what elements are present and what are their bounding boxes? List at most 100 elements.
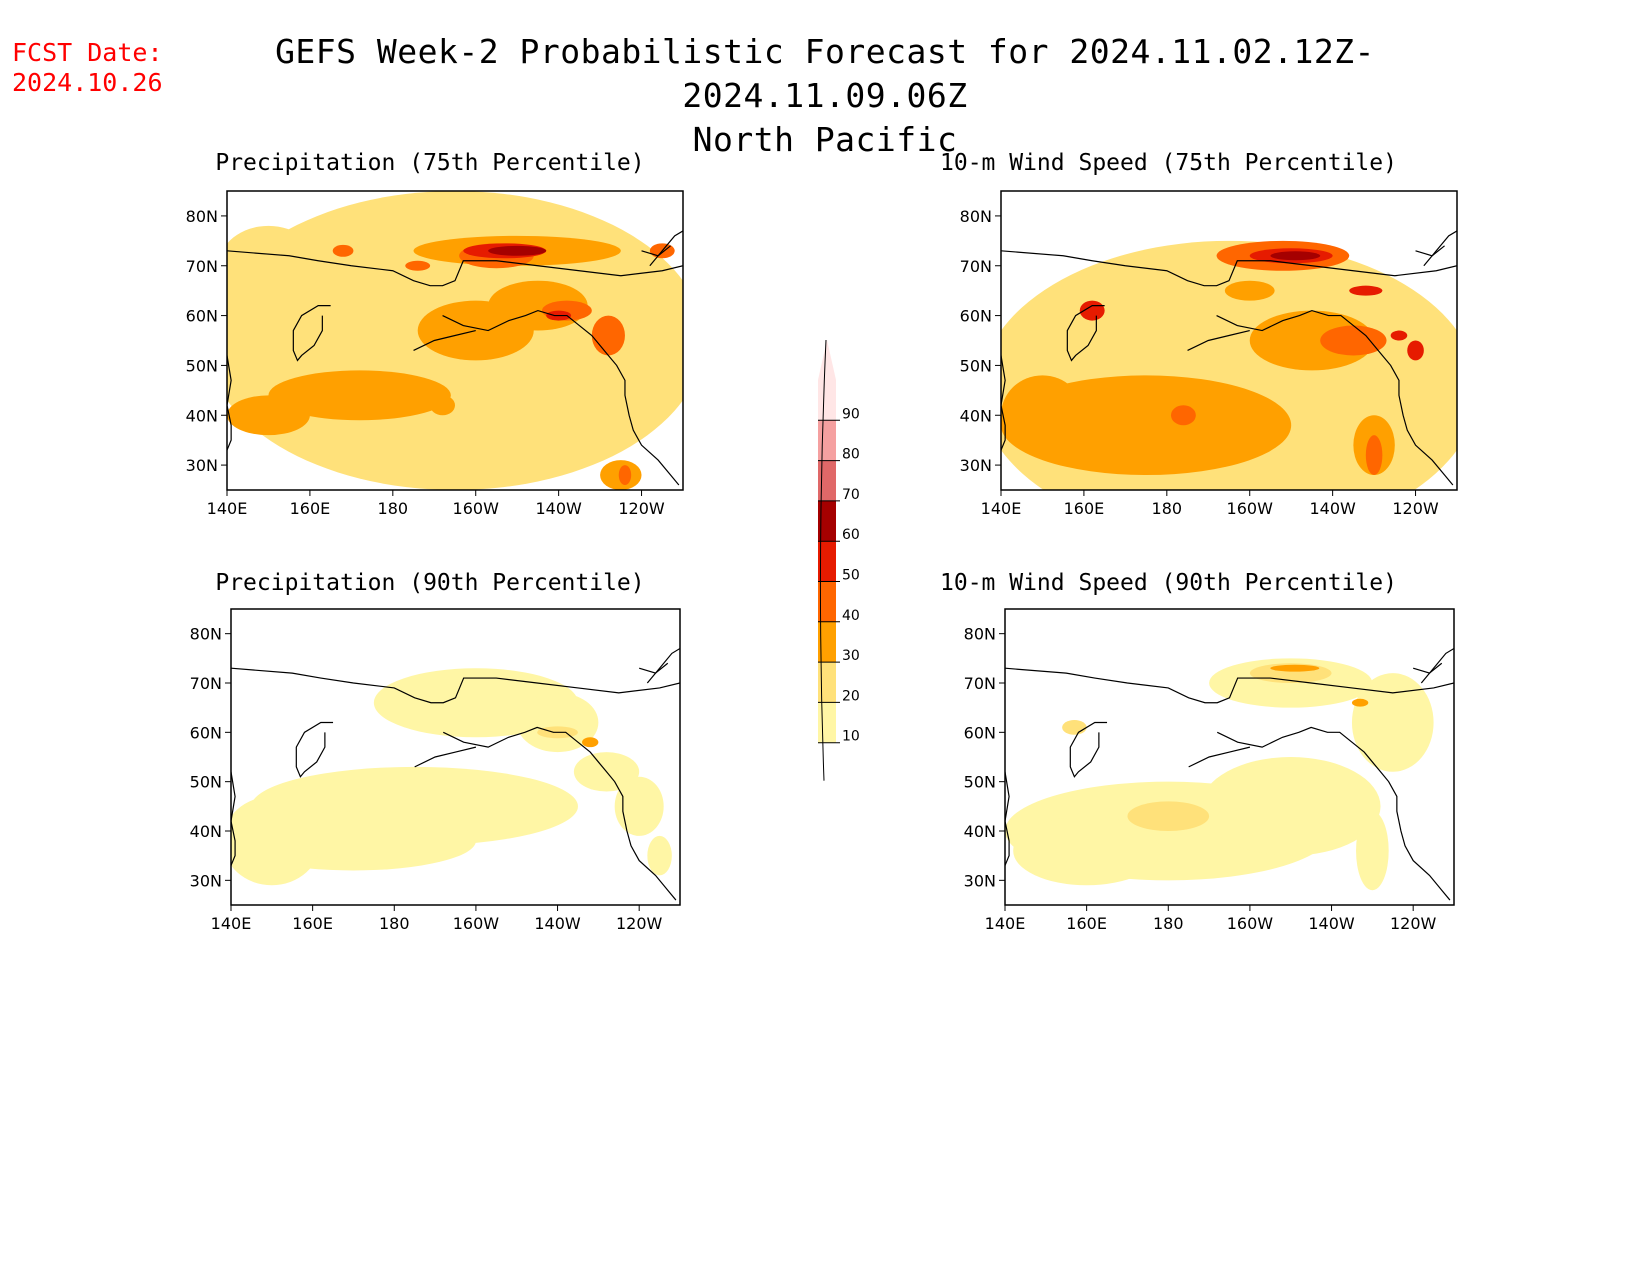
lon-tick-label: 140E bbox=[207, 499, 248, 518]
shading-region bbox=[618, 465, 632, 486]
lon-tick-label: 160E bbox=[1066, 914, 1107, 933]
map-panel-precip75: 80N 70N 60N 50N 40N 30N 140E 160E 180 160W 140W 120… bbox=[186, 190, 684, 518]
colorbar-segment bbox=[818, 460, 836, 501]
panel-title-precip75: Precipitation (75th Percentile) bbox=[215, 150, 645, 176]
panel-title-wind75: 10-m Wind Speed (75th Percentile) bbox=[940, 150, 1397, 176]
coastline bbox=[646, 647, 680, 684]
panel-title-wind90: 10-m Wind Speed (90th Percentile) bbox=[940, 570, 1397, 596]
colorbar-top-arrow bbox=[818, 340, 836, 380]
coastline bbox=[442, 726, 677, 901]
coastline bbox=[1216, 309, 1454, 486]
shading-region bbox=[516, 692, 599, 753]
colorbar-label: 70 bbox=[842, 487, 860, 503]
map-panel-precip90: 80N 70N 60N 50N 40N 30N 140E 160E 180 160W 140W 120… bbox=[190, 608, 681, 933]
shading-region bbox=[1320, 325, 1387, 356]
lon-tick-label: 120W bbox=[1390, 914, 1437, 933]
lon-tick-label: 140E bbox=[211, 914, 252, 933]
shading-region bbox=[1062, 720, 1087, 735]
lon-tick-label: 180 bbox=[1152, 499, 1183, 518]
lon-tick-label: 140W bbox=[1309, 499, 1356, 518]
lat-tick-label: 50N bbox=[190, 773, 222, 792]
colorbar-label: 90 bbox=[842, 406, 860, 422]
map-frame bbox=[1000, 190, 1458, 491]
lon-tick-label: 120W bbox=[618, 499, 665, 518]
lat-tick-label: 40N bbox=[964, 822, 996, 841]
lon-tick-label: 120W bbox=[1392, 499, 1439, 518]
coastline bbox=[442, 309, 680, 486]
coastline bbox=[641, 245, 671, 257]
lat-tick-label: 30N bbox=[960, 456, 992, 475]
lon-tick-label: 160W bbox=[453, 499, 500, 518]
colorbar-segment bbox=[818, 500, 836, 542]
coastline bbox=[231, 771, 236, 866]
page-title: GEFS Week-2 Probabilistic Forecast for 2… bbox=[205, 30, 1445, 162]
coastline bbox=[1188, 746, 1251, 768]
forecast-date-block: FCST Date: 2024.10.26 bbox=[12, 38, 163, 98]
shading-region bbox=[1224, 280, 1275, 301]
shading-region bbox=[1249, 310, 1375, 371]
shading-region bbox=[227, 395, 310, 436]
panel-title-precip90: Precipitation (90th Percentile) bbox=[215, 570, 645, 596]
lat-tick-label: 40N bbox=[190, 822, 222, 841]
colorbar-segment bbox=[818, 662, 836, 703]
lon-tick-label: 140W bbox=[1308, 914, 1355, 933]
colorbar-segment bbox=[818, 621, 836, 663]
coastline bbox=[1069, 721, 1108, 778]
lat-tick-label: 50N bbox=[964, 773, 996, 792]
lon-tick-label: 140E bbox=[981, 499, 1022, 518]
coastline bbox=[1187, 329, 1250, 352]
lat-tick-label: 70N bbox=[960, 257, 992, 276]
colorbar-outline bbox=[819, 339, 827, 781]
lat-tick-label: 60N bbox=[186, 307, 218, 326]
lon-tick-label: 160W bbox=[453, 914, 500, 933]
shading-region bbox=[1356, 811, 1389, 891]
coastline bbox=[413, 329, 476, 352]
lat-tick-label: 70N bbox=[190, 674, 222, 693]
shading-region bbox=[647, 835, 672, 876]
forecast-date-label: FCST Date: bbox=[12, 38, 163, 67]
shading-region bbox=[1001, 375, 1084, 456]
coastline bbox=[231, 667, 680, 704]
colorbar-segment bbox=[818, 380, 836, 421]
lon-tick-label: 180 bbox=[378, 499, 409, 518]
shading-region bbox=[1349, 285, 1383, 296]
colorbar-label: 50 bbox=[842, 568, 860, 584]
shading-region bbox=[332, 244, 354, 257]
shading-region bbox=[430, 395, 455, 416]
coastline bbox=[1001, 355, 1006, 451]
title-line-2: North Pacific bbox=[692, 120, 958, 159]
lat-tick-label: 60N bbox=[960, 307, 992, 326]
shading-region bbox=[582, 737, 599, 748]
lon-tick-label: 160W bbox=[1227, 914, 1274, 933]
colorbar: 10 20 30 40 50 60 70 80 90 bbox=[818, 339, 860, 781]
shading-region bbox=[1013, 816, 1161, 886]
shading-region bbox=[268, 370, 451, 421]
colorbar-segment bbox=[818, 702, 836, 743]
shading-region bbox=[1170, 405, 1196, 426]
map-panel-wind90: 80N 70N 60N 50N 40N 30N 140E 160E 180 160W 140W 120… bbox=[964, 608, 1455, 933]
coastline bbox=[1420, 647, 1454, 684]
map-frame bbox=[1004, 608, 1455, 906]
lon-tick-label: 160W bbox=[1227, 499, 1274, 518]
lat-tick-label: 50N bbox=[186, 356, 218, 375]
lon-tick-label: 160E bbox=[290, 499, 331, 518]
coastline bbox=[227, 250, 683, 287]
lat-tick-label: 70N bbox=[186, 257, 218, 276]
lon-tick-label: 180 bbox=[1153, 914, 1184, 933]
coastline bbox=[649, 230, 683, 267]
title-line-1: GEFS Week-2 Probabilistic Forecast for 2… bbox=[275, 32, 1375, 115]
shading-region bbox=[405, 260, 431, 271]
coastline bbox=[295, 721, 334, 778]
shading-region bbox=[591, 315, 625, 356]
lat-tick-label: 40N bbox=[186, 406, 218, 425]
coastline bbox=[1415, 245, 1445, 257]
coastline bbox=[1005, 771, 1010, 866]
shading-region bbox=[1365, 435, 1383, 476]
colorbar-label: 60 bbox=[842, 527, 860, 543]
colorbar-segment bbox=[818, 541, 836, 582]
coastline bbox=[414, 746, 477, 768]
lat-tick-label: 30N bbox=[190, 871, 222, 890]
lat-tick-label: 30N bbox=[964, 871, 996, 890]
shading-region bbox=[1270, 664, 1320, 672]
